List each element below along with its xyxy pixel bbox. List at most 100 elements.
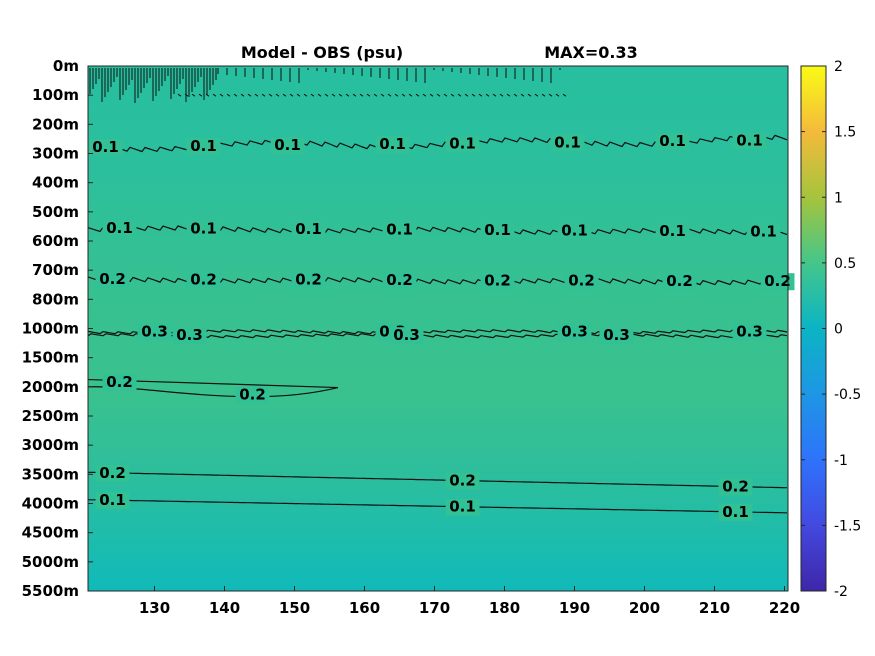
colorbar-ticks: 2 1.5 1 0.5 0 -0.5 -1 -1.5 -2 — [801, 59, 861, 600]
y-tick-label: 2000m — [22, 378, 79, 396]
contour-label: 0.1 — [99, 491, 126, 509]
contour-label-bg — [95, 270, 130, 288]
contour-label-bg — [445, 498, 480, 516]
contour-label: 0.2 — [99, 464, 126, 482]
contour-label: 0.1 — [561, 221, 588, 239]
contour-labels: 0.1 0.1 0.1 0.1 0.1 0.1 0.1 0.1 0.1 0.1 0.1 0.1 0.1 0… — [88, 131, 795, 521]
contour-label: 0.2 — [764, 272, 791, 290]
contour-label-bg — [445, 472, 480, 490]
x-tick-label: 200 — [629, 599, 660, 617]
y-tick-label: 300m — [32, 145, 79, 163]
contour-label-bg — [557, 222, 592, 240]
colorbar-tick-label: -1.5 — [834, 518, 861, 534]
contour-label: 0.1 — [659, 132, 686, 150]
y-tick-label: 5500m — [22, 582, 79, 600]
contour-label: 0.1 — [722, 503, 749, 521]
contour-label: 0.1 — [106, 219, 133, 237]
contour-label: 0.1 — [736, 131, 763, 149]
x-tick-label: 150 — [279, 599, 310, 617]
contour-label-bg — [102, 373, 137, 391]
colorbar-tick-label: 0 — [834, 322, 843, 338]
contour-label: 0.2 — [722, 478, 749, 496]
contour-label: 0.3 — [736, 322, 763, 340]
y-tick-label: 3500m — [22, 465, 79, 483]
contour-label: 0.1 — [190, 137, 217, 155]
colorbar: 2 1.5 1 0.5 0 -0.5 -1 -1.5 -2 — [800, 59, 861, 600]
contour-label: 0.2 — [99, 270, 126, 288]
contour-label: 0.1 — [750, 222, 777, 240]
contour-label: 0.1 — [659, 222, 686, 240]
contour-label: 0.1 — [386, 220, 413, 238]
contour-label-bg — [732, 132, 767, 150]
contour-label-bg — [172, 327, 207, 345]
y-tick-label: 0m — [53, 57, 79, 75]
contour-label: 0.1 — [274, 136, 301, 154]
x-axis: 130 140 150 160 170 180 190 200 210 220 — [139, 586, 800, 617]
y-tick-label: 700m — [32, 261, 79, 279]
contour-label-bg — [270, 137, 305, 155]
y-tick-label: 4500m — [22, 524, 79, 542]
contour-label: 0.2 — [666, 272, 693, 290]
contour-label-bg — [382, 221, 417, 239]
contour-label: 0.1 — [484, 221, 511, 239]
contour-label-bg — [186, 220, 221, 238]
contour-label: 0.3 — [603, 326, 630, 344]
contour-label-bg — [389, 327, 424, 345]
contour-label-bg — [718, 503, 753, 521]
contour-label: 0.2 — [484, 271, 511, 289]
contour-label-bg — [186, 137, 221, 155]
contour-label: 0.2 — [295, 271, 322, 289]
y-tick-label: 600m — [32, 232, 79, 250]
y-tick-label: 200m — [32, 115, 79, 133]
y-tick-label: 5000m — [22, 553, 79, 571]
contour-label-bg — [732, 323, 767, 341]
contour-label-bg — [662, 272, 697, 290]
y-tick-label: 800m — [32, 290, 79, 308]
x-tick-label: 140 — [209, 599, 240, 617]
contour-label-bg — [655, 222, 690, 240]
contour-label: 0.1 — [190, 219, 217, 237]
y-tick-label: 2500m — [22, 407, 79, 425]
contour-label-bg — [550, 134, 585, 152]
contour-label-bg — [480, 272, 515, 290]
contour-label-bg — [557, 323, 592, 341]
contour-line — [87, 499, 787, 514]
contour-label: 0.1 — [295, 220, 322, 238]
chart-title: Model - OBS (psu) — [241, 43, 403, 62]
x-tick-label: 180 — [489, 599, 520, 617]
contour-label: 0.2 — [386, 271, 413, 289]
x-tick-label: 160 — [349, 599, 380, 617]
contour-label-bg — [382, 271, 417, 289]
contour-label-bg — [760, 273, 795, 291]
contour-label-bg — [655, 133, 690, 151]
contour-label-bg — [88, 138, 123, 156]
contour-label-bg — [375, 136, 410, 154]
contour-label: 0.3 — [176, 326, 203, 344]
chart-max-label: MAX=0.33 — [544, 43, 638, 62]
x-tick-label: 210 — [699, 599, 730, 617]
contour-label: 0.2 — [239, 386, 266, 404]
colorbar-tick-label: 1 — [834, 190, 843, 206]
x-tick-label: 190 — [559, 599, 590, 617]
contour-label: 0.1 — [449, 498, 476, 516]
contour-label: 0.3 — [141, 322, 168, 340]
surface-contour-noise — [89, 68, 567, 103]
contour-label-bg — [186, 271, 221, 289]
contour-label-bg — [95, 492, 130, 510]
contour-label: 0.2 — [568, 272, 595, 290]
contour-label: 0.2 — [449, 472, 476, 490]
colorbar-tick-label: -0.5 — [834, 387, 861, 403]
y-tick-label: 1500m — [22, 349, 79, 367]
colorbar-tick-label: 0.5 — [834, 256, 856, 272]
contour-label-bg — [291, 220, 326, 238]
y-tick-label: 100m — [32, 86, 79, 104]
contour-label-bg — [102, 220, 137, 238]
x-tick-label: 170 — [419, 599, 450, 617]
contour-label: 0.2 — [106, 373, 133, 391]
contour-label-bg — [445, 135, 480, 153]
y-tick-label: 1000m — [22, 320, 79, 338]
plot-area: 0.1 0.1 0.1 0.1 0.1 0.1 0.1 0.1 0.1 0.1 0.1 0.1 0.1 0… — [87, 65, 795, 592]
contour-label: 0.1 — [92, 138, 119, 156]
contour-label: 0.1 — [449, 134, 476, 152]
